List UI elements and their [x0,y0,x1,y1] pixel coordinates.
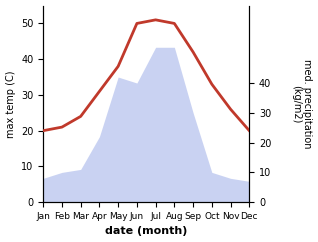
X-axis label: date (month): date (month) [105,227,187,236]
Y-axis label: med. precipitation
(kg/m2): med. precipitation (kg/m2) [291,59,313,149]
Y-axis label: max temp (C): max temp (C) [5,70,16,138]
